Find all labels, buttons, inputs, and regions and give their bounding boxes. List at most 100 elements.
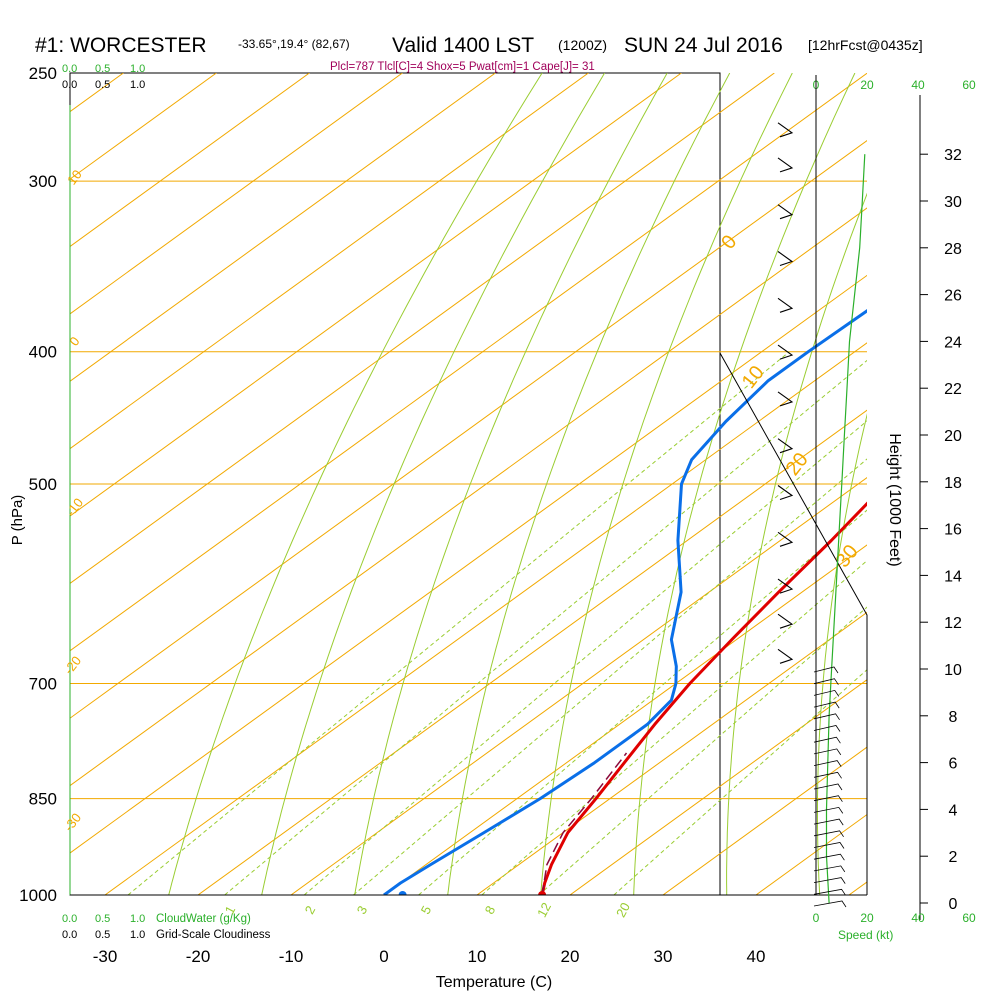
isotherm-line — [290, 476, 867, 895]
speed-tick-top: 60 — [962, 78, 976, 92]
mixing-ratio-label: 20 — [613, 900, 633, 920]
dry-adiabat-line — [540, 73, 793, 895]
y-axis-label: P (hPa) — [9, 495, 26, 546]
cloudiness-tick-bottom: 0.0 — [62, 929, 77, 941]
mixing-ratio-line — [481, 560, 867, 895]
zulu-time: (1200Z) — [558, 37, 607, 53]
wind-barb — [813, 853, 845, 861]
mixing-ratio-label: 2 — [302, 903, 319, 916]
pressure-tick: 1000 — [19, 886, 57, 905]
temperature-tick: 40 — [747, 947, 766, 966]
isotherm-label: -10 — [63, 495, 86, 519]
wind-barb — [813, 900, 847, 908]
station-title: #1: WORCESTER — [35, 34, 207, 57]
wind-barb — [813, 725, 841, 732]
wind-barb — [813, 842, 845, 849]
height-tick: 30 — [944, 194, 962, 211]
cloudiness-tick-top: 1.0 — [130, 79, 145, 91]
wind-barb — [777, 438, 794, 454]
wind-barb — [813, 701, 840, 709]
wind-barb — [777, 531, 794, 547]
wind-barb — [813, 877, 846, 884]
speed-tick-top: 20 — [860, 78, 874, 92]
dry-adiabat-line — [633, 73, 856, 895]
height-axis-boundary — [719, 352, 868, 895]
wind-barb — [777, 297, 794, 313]
height-tick: 16 — [944, 522, 962, 539]
wind-barb — [813, 678, 839, 685]
mixing-ratio-line — [303, 420, 867, 895]
height-tick: 6 — [949, 756, 958, 773]
wind-barb — [813, 736, 841, 744]
cloud-water-tick-top: 0.0 — [62, 63, 77, 75]
isotherm-line — [848, 881, 867, 895]
isotherm-label: -30 — [61, 810, 84, 834]
mixing-ratio-line — [224, 359, 867, 895]
cloud-water-tick-bottom: 1.0 — [130, 913, 145, 925]
speed-tick-bottom: 0 — [813, 911, 820, 925]
mixing-ratio-label: 3 — [354, 903, 371, 916]
wind-barb — [813, 865, 846, 873]
mixing-ratio-line — [127, 351, 790, 895]
wind-barb — [813, 713, 840, 721]
height-tick: 10 — [944, 662, 962, 679]
cloud-water-tick-top: 1.0 — [130, 63, 145, 75]
wind-barb — [777, 578, 794, 594]
pressure-tick: 400 — [29, 343, 57, 362]
dry-adiabat-line — [817, 413, 867, 895]
wind-barb — [813, 795, 843, 802]
wind-barb — [777, 391, 794, 407]
dry-adiabat-line — [168, 73, 543, 895]
isotherm-label: -20 — [61, 653, 84, 677]
isotherm-line — [70, 140, 867, 719]
dry-adiabat-line — [991, 73, 1000, 895]
pressure-tick: 700 — [29, 675, 57, 694]
surface-dewpoint-dot — [398, 891, 407, 895]
temperature-profile — [540, 501, 867, 895]
mixing-ratio-line — [538, 606, 867, 895]
forecast-date: SUN 24 Jul 2016 — [624, 34, 783, 57]
isotherm-line — [70, 73, 682, 517]
wind-barb — [777, 613, 794, 629]
height-tick: 4 — [949, 802, 958, 819]
wind-barb — [813, 760, 842, 767]
wind-barb — [813, 771, 842, 779]
cloud-water-tick-bottom: 0.0 — [62, 913, 77, 925]
wind-speed-profile — [825, 154, 866, 904]
isotherm-line — [70, 73, 310, 248]
temperature-tick: 10 — [468, 947, 487, 966]
height-tick: 26 — [944, 288, 962, 305]
isotherm-line — [70, 73, 496, 382]
dry-adiabat-line — [447, 73, 731, 895]
speed-tick-bottom: 40 — [911, 911, 925, 925]
temperature-tick: -20 — [186, 947, 211, 966]
cloud-water-tick-bottom: 0.5 — [95, 913, 110, 925]
mixing-ratio-label: 5 — [418, 903, 435, 916]
wind-barb — [777, 344, 794, 360]
isotherm-line — [70, 73, 775, 585]
wind-barb — [777, 485, 794, 501]
isotherm-line — [476, 611, 867, 895]
speed-tick-top: 40 — [911, 78, 925, 92]
mixing-ratio-label: 8 — [482, 903, 499, 916]
cloudiness-tick-top: 0.5 — [95, 79, 110, 91]
wind-barb — [777, 648, 794, 664]
height-tick: 14 — [944, 568, 962, 585]
dry-adiabat-line — [354, 73, 668, 895]
cloud-water-label: CloudWater (g/Kg) — [156, 913, 251, 925]
isotherm-line — [70, 73, 403, 315]
isotherm-line — [662, 746, 867, 895]
surface-temperature-dot — [538, 891, 547, 895]
isotherm-line — [383, 544, 867, 895]
wind-barb — [813, 806, 844, 814]
pressure-tick: 500 — [29, 475, 57, 494]
wind-barb — [813, 689, 840, 697]
height-tick: 20 — [944, 428, 962, 445]
sounding-indices: Plcl=787 Tlcl[C]=4 Shox=5 Pwat[cm]=1 Cap… — [330, 61, 595, 73]
height-tick: 2 — [949, 849, 958, 866]
dewpoint-profile — [383, 309, 867, 895]
temperature-tick: 30 — [654, 947, 673, 966]
height-tick: 12 — [944, 615, 962, 632]
temperature-tick: 20 — [561, 947, 580, 966]
